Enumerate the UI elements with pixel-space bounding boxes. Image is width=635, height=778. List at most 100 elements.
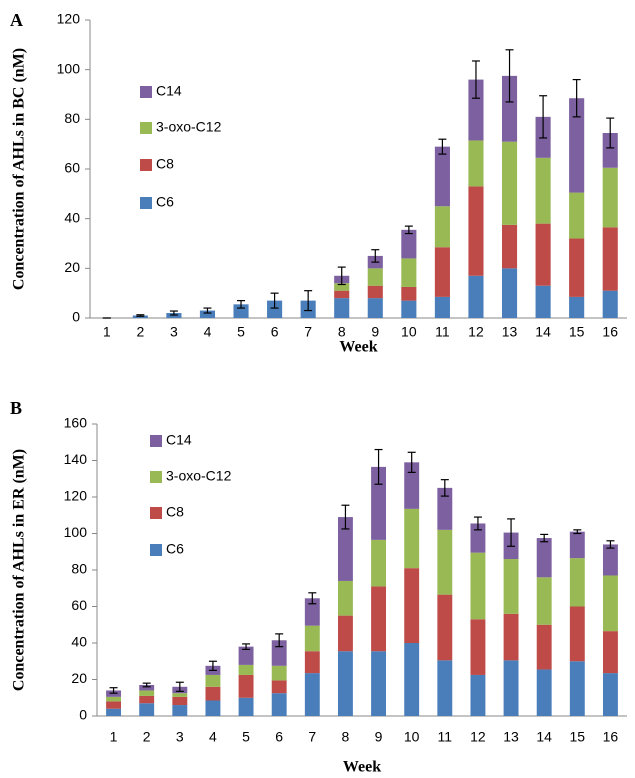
bar-segment: [437, 487, 453, 530]
legend-label: C8: [156, 156, 174, 172]
bar-segment: [470, 674, 486, 716]
bar-segment: [238, 664, 254, 675]
error-bar: [440, 479, 449, 497]
bar-segment: [536, 624, 552, 670]
legend-label: C6: [156, 194, 174, 210]
error-bar: [136, 314, 145, 317]
x-tick-label: 14: [535, 324, 551, 340]
y-tick-label: 160: [64, 415, 88, 431]
x-tick-label: 5: [242, 729, 250, 745]
x-tick-label: 6: [271, 324, 279, 340]
x-tick-label: 1: [103, 324, 111, 340]
bar-segment: [470, 619, 486, 675]
x-axis-label: Week: [339, 339, 377, 356]
y-tick-label: 0: [79, 707, 87, 723]
bar-segment: [468, 186, 484, 276]
bar-segment: [367, 298, 383, 318]
bar-segment: [106, 708, 122, 716]
error-bar: [337, 266, 346, 286]
bar-segment: [205, 686, 221, 701]
bar-segment: [371, 539, 387, 587]
bar-segment: [468, 275, 484, 318]
bar-segment: [602, 575, 618, 632]
bar-segment: [238, 646, 254, 665]
error-bar: [341, 504, 350, 530]
bar-segment: [139, 703, 155, 716]
bar-segment: [470, 523, 486, 553]
error-bar: [540, 533, 549, 543]
error-bar: [242, 643, 251, 650]
bar-segment: [404, 643, 420, 716]
bar-segment: [437, 660, 453, 716]
bar-segment: [569, 661, 585, 716]
bar-segment: [106, 696, 122, 702]
legend-swatch: [140, 197, 152, 209]
x-tick-label: 12: [468, 324, 484, 340]
legend-swatch: [150, 471, 162, 483]
bar-segment: [602, 290, 618, 318]
bar-segment: [172, 696, 188, 706]
y-tick-label: 40: [71, 634, 87, 650]
bar-segment: [437, 594, 453, 661]
x-tick-label: 9: [371, 324, 379, 340]
bar-segment: [371, 466, 387, 540]
error-bar: [507, 518, 516, 547]
legend-label: C6: [166, 541, 184, 557]
error-bar: [203, 307, 212, 314]
bar-segment: [404, 462, 420, 509]
x-tick-label: 15: [569, 324, 585, 340]
y-tick-label: 140: [64, 451, 88, 467]
error-bar: [175, 681, 184, 692]
bar-segment: [367, 285, 383, 299]
bar-segment: [199, 310, 216, 318]
x-tick-label: 11: [438, 729, 453, 745]
x-tick-label: 13: [503, 729, 519, 745]
bar-segment: [337, 615, 353, 652]
error-bar: [304, 290, 313, 312]
bar-segment: [602, 544, 618, 576]
bar-segment: [271, 693, 287, 716]
legend-label: 3-oxo-C12: [156, 119, 222, 135]
bar-segment: [404, 508, 420, 569]
y-tick-label: 80: [71, 561, 87, 577]
x-tick-label: 8: [338, 324, 346, 340]
legend-swatch: [150, 507, 162, 519]
error-bar: [270, 292, 279, 309]
bar-segment: [602, 227, 618, 291]
x-tick-label: 4: [204, 324, 212, 340]
error-bar: [237, 300, 246, 309]
x-tick-label: 7: [308, 729, 316, 745]
error-bar: [407, 451, 416, 473]
bar-segment: [304, 598, 320, 626]
bar-segment: [468, 79, 484, 141]
y-tick-label: 20: [64, 259, 80, 275]
bar-segment: [569, 98, 585, 193]
x-tick-label: 7: [304, 324, 312, 340]
bar-segment: [401, 300, 417, 318]
error-bar: [606, 117, 615, 149]
x-tick-label: 6: [275, 729, 283, 745]
bar-segment: [334, 283, 350, 291]
x-tick-label: 13: [502, 324, 518, 340]
bar-segment: [602, 673, 618, 716]
x-tick-label: 1: [110, 729, 118, 745]
y-tick-label: 120: [57, 11, 81, 27]
bar-segment: [304, 625, 320, 652]
error-bar: [109, 687, 118, 694]
error-bar: [473, 516, 482, 531]
bar-segment: [535, 223, 551, 286]
bar-segment: [535, 285, 551, 318]
bar-segment: [602, 631, 618, 674]
x-tick-label: 15: [570, 729, 586, 745]
bar-segment: [238, 697, 254, 716]
bar-segment: [569, 531, 585, 559]
bar-segment: [238, 674, 254, 698]
x-tick-label: 2: [143, 729, 151, 745]
bar-segment: [602, 132, 618, 168]
error-bar: [308, 592, 317, 605]
bar-segment: [569, 558, 585, 607]
y-tick-label: 0: [72, 309, 80, 325]
bar-segment: [503, 613, 519, 661]
bar-segment: [602, 167, 618, 228]
x-tick-label: 11: [435, 324, 450, 340]
